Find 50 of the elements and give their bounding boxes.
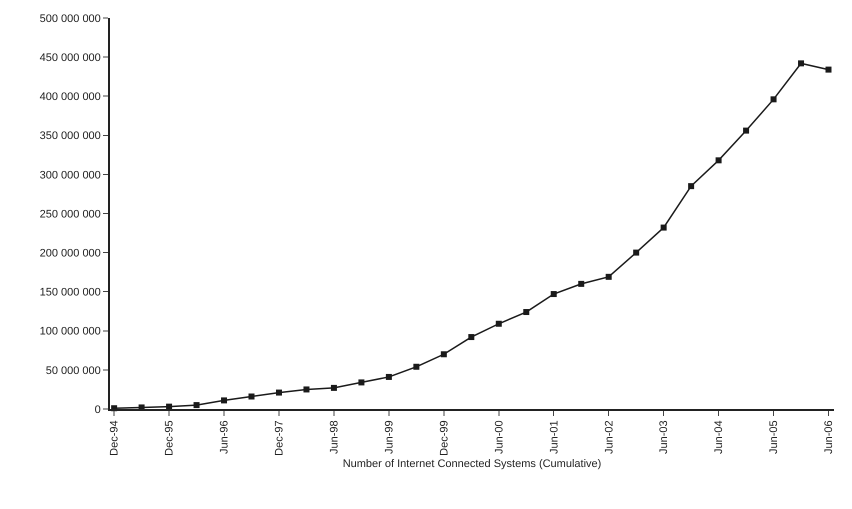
x-tick-label: Jun-99 — [383, 420, 396, 454]
point — [276, 390, 282, 396]
point — [358, 379, 364, 386]
point — [688, 183, 694, 190]
x-tick-label: Dec-94 — [108, 420, 121, 456]
point — [496, 320, 502, 327]
x-tick-label: Jun-00 — [493, 420, 506, 454]
y-tick-label: 250 000 000 — [40, 208, 101, 220]
x-tick-label: Jun-02 — [603, 420, 616, 454]
point — [550, 291, 557, 298]
point — [770, 96, 777, 102]
point — [660, 224, 667, 231]
y-tick-label: 400 000 000 — [40, 91, 101, 104]
point — [248, 393, 254, 400]
y-tick-label: 50 000 000 — [46, 364, 101, 377]
point — [633, 250, 640, 256]
point — [303, 386, 310, 392]
x-tick-label: Jun-98 — [328, 420, 341, 454]
x-tick-label: Jun-01 — [548, 420, 560, 454]
y-tick-label: 500 000 000 — [40, 12, 101, 25]
x-tick-label: Dec-95 — [164, 420, 176, 456]
point — [194, 402, 200, 408]
y-tick-label: 200 000 000 — [40, 247, 101, 260]
x-tick-label: Jun-04 — [713, 420, 726, 454]
point — [386, 374, 392, 380]
y-tick-label: 300 000 000 — [40, 169, 101, 182]
x-tick-label: Jun-06 — [823, 420, 836, 454]
x-tick-label: Jun-96 — [218, 420, 231, 454]
y-tick-label: 350 000 000 — [40, 130, 101, 142]
y-tick-label: 450 000 000 — [40, 52, 101, 64]
point — [578, 280, 584, 287]
y-tick-label: 150 000 000 — [40, 286, 101, 299]
point — [221, 397, 228, 404]
point — [743, 128, 750, 134]
x-tick-label: Jun-05 — [768, 420, 780, 454]
point — [826, 66, 832, 73]
point — [606, 274, 612, 280]
x-axis-title: Number of Internet Connected Systems (Cumulative) — [342, 458, 602, 470]
point — [330, 384, 337, 391]
point — [798, 60, 804, 66]
y-tick-label: 0 — [94, 404, 101, 416]
y-tick-label: 100 000 000 — [40, 326, 101, 338]
point — [468, 334, 474, 340]
x-tick-label: Jun-03 — [658, 420, 670, 454]
point — [523, 309, 530, 316]
point — [716, 157, 722, 164]
x-tick-label: Dec-99 — [438, 420, 450, 456]
point — [413, 364, 420, 370]
x-tick-label: Dec-97 — [274, 420, 286, 456]
point — [440, 351, 447, 358]
